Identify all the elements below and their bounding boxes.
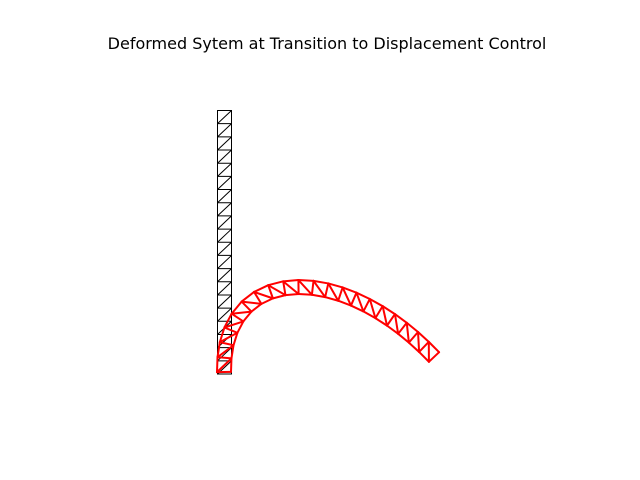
- deformed-strut: [386, 313, 396, 327]
- deformed-diagonal: [327, 282, 340, 302]
- deformed-strut: [362, 297, 371, 313]
- deformed-strut: [349, 291, 358, 307]
- deformed-strut: [397, 321, 408, 335]
- deformed-chord-segment: [381, 305, 396, 316]
- deformed-diagonal: [253, 290, 274, 300]
- deformed-strut: [337, 286, 344, 302]
- undeformed-diagonal: [217, 307, 232, 322]
- undeformed-diagonal: [217, 294, 232, 309]
- deformed-chord-segment: [349, 304, 365, 313]
- deformed-chord-segment: [393, 313, 408, 324]
- figure-title: Deformed Sytem at Transition to Displace…: [108, 34, 547, 53]
- undeformed-diagonal: [217, 228, 232, 243]
- deformed-chord-segment: [362, 310, 377, 320]
- deformed-diagonal: [240, 300, 263, 305]
- deformed-chord-segment: [230, 300, 243, 315]
- undeformed-truss: [217, 110, 232, 375]
- deformed-chord-segment: [230, 344, 235, 360]
- deformed-chord-segment: [386, 324, 400, 335]
- deformed-diagonal: [381, 305, 388, 327]
- deformed-diagonal: [312, 279, 327, 299]
- deformed-chord-segment: [250, 302, 263, 313]
- deformed-chord-segment: [312, 279, 330, 285]
- deformed-chord-segment: [242, 310, 253, 323]
- deformed-diagonal: [216, 344, 235, 359]
- undeformed-diagonal: [217, 268, 232, 283]
- deformed-diagonal: [297, 279, 313, 296]
- deformed-strut: [240, 300, 253, 313]
- deformed-chord-segment: [223, 312, 233, 329]
- deformed-strut: [223, 326, 239, 334]
- undeformed-diagonal: [217, 241, 232, 256]
- undeformed-diagonal: [217, 202, 232, 217]
- deformed-chord-segment: [397, 332, 410, 344]
- deformed-chord-segment: [271, 294, 287, 300]
- deformed-chord-segment: [327, 282, 344, 289]
- deformed-strut: [427, 351, 441, 363]
- deformed-chord-segment: [240, 290, 256, 303]
- deformed-truss: [216, 279, 441, 374]
- deformed-strut: [267, 284, 274, 300]
- deformed-chord-segment: [297, 293, 313, 296]
- undeformed-diagonal: [217, 110, 232, 125]
- deformed-strut: [253, 290, 263, 305]
- undeformed-diagonal: [217, 123, 232, 138]
- undeformed-diagonal: [217, 215, 232, 230]
- deformed-chord-segment: [216, 341, 221, 359]
- deformed-chord-segment: [297, 279, 315, 282]
- deformed-strut: [407, 331, 420, 344]
- undeformed-diagonal: [217, 136, 232, 151]
- deformed-strut: [218, 341, 235, 347]
- undeformed-diagonal: [217, 281, 232, 296]
- deformed-chord-segment: [417, 331, 430, 343]
- deformed-diagonal: [282, 280, 300, 296]
- deformed-chord-segment: [374, 317, 388, 327]
- deformed-chord-segment: [355, 291, 371, 300]
- undeformed-diagonal: [217, 254, 232, 270]
- deformed-strut: [374, 305, 384, 320]
- deformed-diagonal: [368, 297, 377, 320]
- undeformed-diagonal: [217, 189, 232, 204]
- deformed-chord-segment: [310, 293, 327, 299]
- deformed-chord-segment: [324, 296, 340, 302]
- deformed-chord-segment: [218, 326, 226, 344]
- deformed-strut: [216, 356, 233, 360]
- deformed-strut: [310, 279, 315, 296]
- deformed-chord-segment: [284, 293, 300, 297]
- deformed-chord-segment: [260, 297, 274, 305]
- deformed-chord-segment: [232, 331, 239, 347]
- deformed-chord-segment: [368, 297, 384, 308]
- deformed-chord-segment: [407, 341, 421, 353]
- deformed-chord-segment: [337, 299, 352, 307]
- deformed-diagonal: [341, 286, 352, 307]
- undeformed-diagonal: [217, 149, 232, 164]
- deformed-strut: [324, 282, 330, 299]
- deformed-chord-segment: [341, 286, 358, 294]
- deformed-diagonal: [355, 291, 365, 313]
- deformed-diagonal: [267, 284, 287, 297]
- deformed-chord-segment: [253, 284, 270, 293]
- undeformed-diagonal: [217, 162, 232, 177]
- deformed-strut: [230, 312, 245, 323]
- deformed-diagonal: [417, 331, 421, 353]
- deformed-chord-segment: [282, 279, 300, 283]
- deformed-diagonal: [230, 310, 253, 315]
- deformed-strut: [282, 280, 287, 297]
- deformed-diagonal: [393, 313, 400, 335]
- deformed-chord-segment: [427, 340, 441, 354]
- undeformed-diagonal: [217, 175, 232, 191]
- undeformed-diagonal: [217, 347, 232, 362]
- deformed-chord-segment: [418, 350, 430, 363]
- deformed-chord-segment: [267, 280, 285, 287]
- deformed-diagonal: [405, 321, 410, 344]
- deformed-diagonal: [223, 320, 245, 329]
- deformed-diagonal: [218, 331, 239, 344]
- deformed-chord-segment: [216, 356, 219, 374]
- deformed-chord-segment: [236, 320, 245, 334]
- deformed-strut: [418, 340, 430, 353]
- deformed-diagonal: [216, 357, 233, 374]
- deformed-chord-segment: [405, 321, 420, 334]
